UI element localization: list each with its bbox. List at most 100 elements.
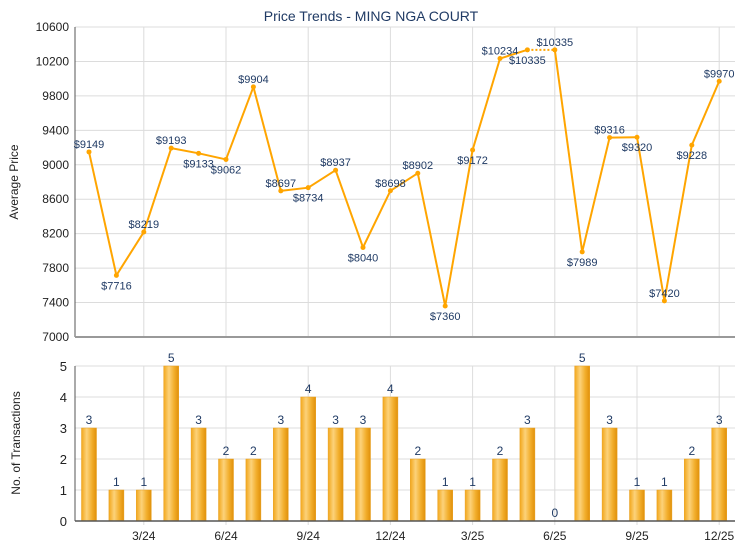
- price-line-segment: [362, 190, 392, 248]
- bar-data-label: 3: [360, 413, 367, 427]
- transaction-bar: [108, 489, 125, 522]
- price-line-segment: [553, 49, 584, 252]
- y-tick-label: 0: [60, 514, 67, 529]
- transaction-bar: [136, 489, 152, 522]
- price-data-label: $8219: [129, 219, 160, 231]
- price-point: [196, 150, 202, 156]
- price-data-label: $9970: [704, 68, 735, 80]
- transaction-bar: [355, 427, 371, 522]
- bar-data-label: 1: [140, 475, 147, 489]
- price-data-label: $10234: [482, 46, 519, 58]
- y-tick-label: 4: [60, 390, 67, 405]
- price-data-label: $7360: [430, 311, 461, 323]
- transaction-bar: [656, 489, 673, 522]
- price-line-segment: [471, 58, 501, 151]
- price-data-label: $9133: [183, 158, 214, 170]
- price-line-segment: [499, 48, 528, 60]
- x-tick-label: 3/25: [461, 529, 485, 543]
- transactions-plot: 0 1 2 3 4 5 3/24 6/24 9/24 12/24 3/25 6/25 9/25 12/25…: [60, 351, 735, 543]
- y-tick-label: 10600: [36, 20, 70, 34]
- bar-data-label: 1: [442, 475, 449, 489]
- price-line-segment: [225, 86, 255, 160]
- price-data-label: $9320: [622, 142, 653, 154]
- y-tick-label: 10200: [36, 54, 70, 68]
- price-plot: 7000 7400 7800 8200 8600 9000 9400 9800 10200 106…: [36, 20, 735, 344]
- transaction-bar: [300, 396, 316, 522]
- price-point: [387, 188, 393, 194]
- price-point: [360, 244, 366, 250]
- price-line-segment: [280, 186, 309, 192]
- price-line-segment: [88, 151, 118, 276]
- bar-data-label: 1: [113, 475, 120, 489]
- price-point: [305, 185, 311, 191]
- price-data-label: $9228: [677, 150, 708, 162]
- price-data-label: $8734: [293, 193, 324, 205]
- price-data-label: $7420: [649, 288, 680, 300]
- price-data-label: $9904: [238, 74, 269, 86]
- transaction-bar: [327, 427, 344, 522]
- bar-data-label: 4: [387, 382, 394, 396]
- bar-data-label: 3: [195, 413, 202, 427]
- y-tick-label: 1: [60, 483, 67, 498]
- x-tick-label: 12/24: [375, 529, 405, 543]
- price-line-segment: [252, 86, 282, 192]
- price-point: [634, 134, 640, 140]
- bar-data-label: 3: [86, 413, 93, 427]
- y-tick-label: 7000: [42, 330, 69, 344]
- price-line-segment: [444, 149, 474, 307]
- bar-data-label: 3: [716, 413, 723, 427]
- bar-data-label: 0: [551, 506, 558, 520]
- transaction-bar: [711, 427, 727, 522]
- price-line-segment: [389, 172, 419, 192]
- price-data-label: $10335: [536, 37, 573, 49]
- price-point: [113, 272, 119, 278]
- price-data-label: $9316: [594, 125, 625, 137]
- chart-title: Price Trends - MING NGA COURT: [264, 8, 479, 24]
- price-point: [223, 156, 229, 162]
- price-data-label: $9062: [211, 164, 242, 176]
- price-point: [250, 84, 256, 90]
- price-line-segment: [115, 231, 145, 276]
- price-line-segment: [198, 152, 227, 161]
- price-line-segment: [416, 173, 447, 307]
- transaction-bar: [464, 489, 481, 522]
- y-tick-label: 9800: [42, 89, 69, 103]
- transaction-bar: [574, 365, 590, 522]
- price-point: [689, 142, 695, 148]
- transaction-bar: [629, 489, 645, 522]
- price-point: [524, 47, 530, 53]
- price-point: [333, 167, 339, 173]
- price-data-label: $9149: [74, 139, 105, 151]
- transaction-bar: [273, 427, 289, 522]
- bar-data-label: 2: [688, 444, 695, 458]
- transaction-bar: [601, 427, 618, 522]
- y-tick-label: 2: [60, 452, 67, 467]
- transactions-axis-label: No. of Transactions: [9, 391, 23, 494]
- bar-data-label: 2: [414, 444, 421, 458]
- price-point: [579, 249, 585, 255]
- price-data-label: $8697: [266, 178, 297, 190]
- price-line-segment: [307, 169, 337, 189]
- price-line-segment: [142, 147, 173, 233]
- transaction-bar: [410, 458, 426, 522]
- transaction-bar: [492, 458, 508, 522]
- transaction-bar: [190, 427, 207, 522]
- price-axis-label: Average Price: [7, 144, 21, 219]
- x-tick-label: 6/25: [543, 529, 567, 543]
- price-data-label: $8937: [320, 157, 351, 169]
- x-tick-label: 12/25: [704, 529, 734, 543]
- price-point: [661, 298, 667, 304]
- y-tick-label: 7800: [42, 261, 69, 275]
- price-point: [497, 56, 503, 62]
- price-data-label: $10335: [509, 55, 546, 67]
- bar-data-label: 5: [579, 351, 586, 365]
- y-tick-label: 9000: [42, 158, 69, 172]
- price-point: [168, 145, 174, 151]
- price-point: [141, 229, 147, 235]
- price-data-label: $8698: [375, 178, 406, 190]
- price-data-label: $8902: [403, 160, 434, 172]
- transaction-bar: [519, 427, 536, 522]
- y-tick-label: 7400: [42, 296, 69, 310]
- bar-data-label: 1: [469, 475, 476, 489]
